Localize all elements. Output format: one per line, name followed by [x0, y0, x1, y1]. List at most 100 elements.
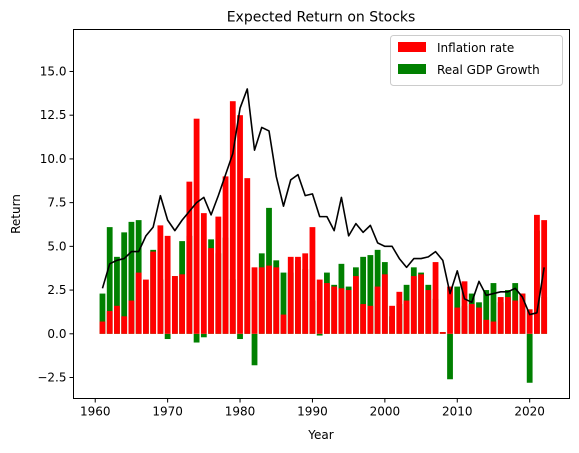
- legend-frame: [390, 35, 563, 86]
- bar-inflation-rate: [244, 178, 251, 334]
- bar-inflation-rate: [229, 101, 236, 334]
- bar-inflation-rate: [280, 314, 287, 334]
- bar-inflation-rate: [476, 307, 482, 334]
- legend: Inflation rate Real GDP Growth: [390, 35, 563, 86]
- bar-inflation-rate: [468, 304, 475, 334]
- bar-real-gdp-growth: [367, 255, 374, 334]
- x-tick-label: 2010: [442, 405, 473, 419]
- x-tick-label: 1970: [152, 405, 183, 419]
- bar-real-gdp-growth: [237, 333, 243, 340]
- y-tick-label: −2.5: [37, 371, 66, 385]
- bar-real-gdp-growth: [360, 256, 367, 334]
- bar-inflation-rate: [432, 262, 439, 334]
- bar-inflation-rate: [367, 305, 374, 334]
- bar-inflation-rate: [526, 309, 533, 334]
- bar-inflation-rate: [389, 305, 395, 334]
- bar-inflation-rate: [222, 176, 229, 334]
- bar-inflation-rate: [353, 276, 359, 334]
- bar-real-gdp-growth: [526, 333, 533, 383]
- bar-inflation-rate: [541, 220, 548, 334]
- bar-inflation-rate: [381, 274, 388, 334]
- bar-real-gdp-growth: [106, 227, 113, 334]
- bar-inflation-rate: [157, 225, 164, 334]
- bar-inflation-rate: [360, 304, 367, 334]
- bar-inflation-rate: [121, 316, 128, 334]
- bar-inflation-rate: [251, 267, 258, 334]
- bar-inflation-rate: [150, 251, 157, 334]
- legend-swatch-gdp: [398, 64, 426, 74]
- bar-inflation-rate: [302, 253, 309, 334]
- bar-inflation-rate: [425, 290, 432, 334]
- bar-real-gdp-growth: [193, 333, 200, 343]
- y-tick-label: 0.0: [47, 327, 66, 341]
- bar-inflation-rate: [338, 288, 345, 334]
- bar-inflation-rate: [490, 321, 497, 334]
- bar-inflation-rate: [505, 297, 511, 334]
- bar-inflation-rate: [200, 213, 207, 334]
- y-tick-label: 15.0: [40, 64, 67, 78]
- x-axis: 1960 1970 1980 1990 2000 2010 2020: [80, 398, 545, 419]
- bar-inflation-rate: [287, 256, 294, 334]
- x-tick-label: 1990: [297, 405, 328, 419]
- bar-inflation-rate: [208, 248, 214, 334]
- bar-inflation-rate: [99, 321, 106, 334]
- x-tick-label: 1980: [225, 405, 256, 419]
- bar-inflation-rate: [519, 293, 526, 334]
- bar-inflation-rate: [345, 290, 352, 334]
- bar-real-gdp-growth: [164, 333, 171, 340]
- bar-inflation-rate: [461, 281, 468, 334]
- bar-inflation-rate: [143, 279, 149, 334]
- bar-real-gdp-growth: [114, 256, 120, 334]
- bar-inflation-rate: [193, 118, 200, 334]
- bar-real-gdp-growth: [121, 232, 128, 334]
- bar-real-gdp-growth: [99, 293, 106, 334]
- bar-real-gdp-growth: [447, 333, 453, 380]
- legend-label-gdp: Real GDP Growth: [437, 63, 540, 77]
- bar-inflation-rate: [512, 300, 519, 334]
- bar-inflation-rate: [128, 300, 135, 334]
- y-tick-label: 10.0: [40, 152, 67, 166]
- bar-inflation-rate: [418, 274, 424, 334]
- bar-inflation-rate: [171, 276, 178, 334]
- bar-inflation-rate: [135, 272, 142, 334]
- bar-inflation-rate: [237, 115, 243, 334]
- y-tick-label: 2.5: [47, 283, 66, 297]
- bar-inflation-rate: [374, 286, 381, 334]
- bar-inflation-rate: [316, 279, 323, 334]
- bar-real-gdp-growth: [490, 283, 497, 334]
- bar-inflation-rate: [534, 214, 540, 334]
- bar-real-gdp-growth: [128, 221, 135, 334]
- y-tick-label: 5.0: [47, 239, 66, 253]
- bar-real-gdp-growth: [251, 333, 258, 366]
- bar-real-gdp-growth: [483, 290, 490, 334]
- bar-inflation-rate: [266, 265, 272, 334]
- bar-inflation-rate: [179, 274, 186, 334]
- x-tick-label: 1960: [80, 405, 111, 419]
- chart-title: Expected Return on Stocks: [227, 10, 416, 26]
- bar-real-gdp-growth: [280, 272, 287, 334]
- y-tick-label: 12.5: [40, 108, 67, 122]
- x-axis-title: Year: [307, 428, 333, 442]
- bar-real-gdp-growth: [316, 333, 323, 336]
- bar-inflation-rate: [447, 286, 453, 334]
- bar-inflation-rate: [215, 216, 222, 334]
- bar-inflation-rate: [497, 297, 504, 334]
- y-axis-title: Return: [9, 194, 23, 234]
- bar-inflation-rate: [273, 267, 280, 334]
- bar-inflation-rate: [324, 283, 330, 334]
- y-tick-label: 7.5: [47, 196, 66, 210]
- bar-inflation-rate: [439, 332, 446, 334]
- bar-inflation-rate: [186, 181, 193, 334]
- bar-inflation-rate: [396, 291, 403, 334]
- plot-frame: [73, 29, 570, 399]
- legend-swatch-inflation: [398, 42, 426, 52]
- bars-layer: [99, 101, 548, 383]
- bar-real-gdp-growth: [200, 333, 207, 338]
- bar-inflation-rate: [114, 305, 120, 334]
- bar-inflation-rate: [258, 267, 265, 334]
- x-tick-label: 2020: [514, 405, 545, 419]
- bar-inflation-rate: [331, 286, 338, 334]
- bar-inflation-rate: [295, 256, 301, 334]
- legend-label-inflation: Inflation rate: [437, 41, 514, 55]
